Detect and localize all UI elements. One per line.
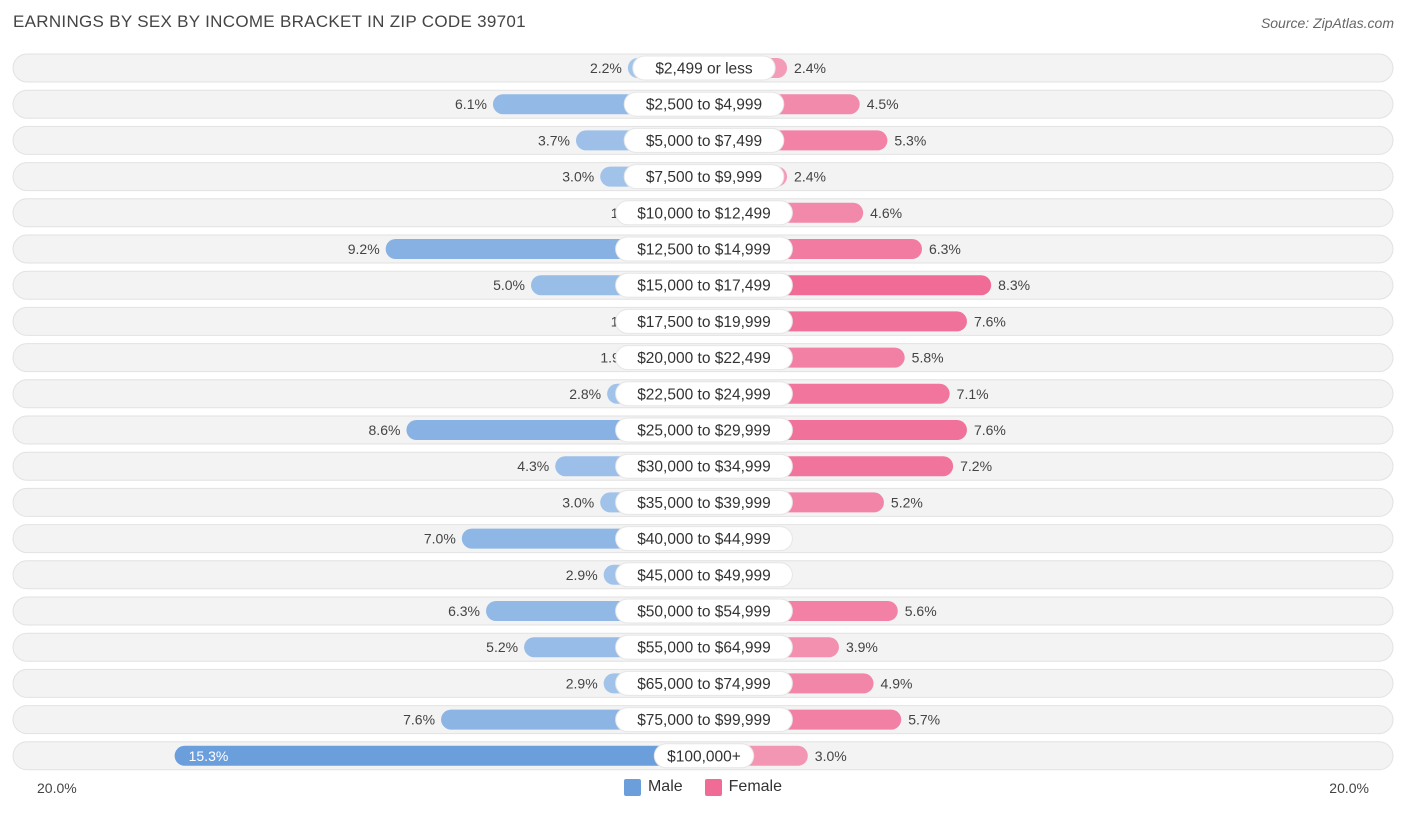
category-label-background <box>632 55 776 81</box>
female-value-label: 7.6% <box>974 313 1006 329</box>
category-label: $75,000 to $99,999 <box>637 712 771 729</box>
category-label-background <box>615 200 793 226</box>
category-label-background <box>615 345 793 371</box>
category-label: $25,000 to $29,999 <box>637 423 771 440</box>
category-label: $10,000 to $12,499 <box>637 205 771 222</box>
category-label-background <box>615 598 793 624</box>
category-label: $55,000 to $64,999 <box>637 640 771 657</box>
category-label-background <box>615 526 793 552</box>
male-value-label: 2.9% <box>566 675 598 691</box>
female-value-label: 2.4% <box>794 60 826 76</box>
female-value-label: 5.2% <box>891 494 923 510</box>
category-label-background <box>615 236 793 262</box>
male-value-label: 3.0% <box>562 169 594 185</box>
category-label-background <box>615 562 793 588</box>
category-label: $15,000 to $17,499 <box>637 278 771 295</box>
male-bar <box>174 745 704 766</box>
category-label-background <box>615 707 793 733</box>
female-value-label: 7.6% <box>974 422 1006 438</box>
category-label-background <box>623 127 785 153</box>
category-label-background <box>615 308 793 334</box>
category-label-background <box>623 91 785 117</box>
category-label-background <box>615 453 793 479</box>
male-value-label: 7.0% <box>424 531 456 547</box>
female-value-label: 5.8% <box>912 350 944 366</box>
male-value-label: 3.0% <box>562 494 594 510</box>
category-label-background <box>623 164 785 190</box>
axis-right-label: 20.0% <box>1329 780 1369 796</box>
category-label: $17,500 to $19,999 <box>637 314 771 331</box>
category-label: $22,500 to $24,999 <box>637 386 771 403</box>
male-swatch <box>623 778 641 796</box>
axis-left-label: 20.0% <box>37 780 77 796</box>
category-label: $20,000 to $22,499 <box>637 350 771 367</box>
category-label-background <box>615 670 793 696</box>
male-value-label: 8.6% <box>369 422 401 438</box>
male-value-label: 9.2% <box>348 241 380 257</box>
female-swatch <box>704 778 722 796</box>
male-value-label: 2.8% <box>569 386 601 402</box>
male-value-label: 2.9% <box>566 567 598 583</box>
chart-title: EARNINGS BY SEX BY INCOME BRACKET IN ZIP… <box>13 12 526 31</box>
category-label-background <box>615 272 793 298</box>
source-label: Source: ZipAtlas.com <box>1260 15 1394 31</box>
category-label: $50,000 to $54,999 <box>637 604 771 621</box>
category-label: $5,000 to $7,499 <box>646 133 762 150</box>
female-value-label: 2.4% <box>794 169 826 185</box>
legend: Male Female <box>0 778 1406 796</box>
category-label: $2,499 or less <box>655 61 753 78</box>
male-value-label: 5.0% <box>493 277 525 293</box>
female-value-label: 5.6% <box>905 603 937 619</box>
category-label-background <box>615 489 793 515</box>
male-value-label: 4.3% <box>517 458 549 474</box>
male-value-label: 5.2% <box>486 639 518 655</box>
female-value-label: 4.5% <box>867 96 899 112</box>
male-value-label: 2.2% <box>590 60 622 76</box>
legend-item-male[interactable]: Male <box>623 778 683 796</box>
legend-item-female[interactable]: Female <box>704 778 783 796</box>
male-value-label: 7.6% <box>403 712 435 728</box>
female-value-label: 4.9% <box>881 675 913 691</box>
category-label: $100,000+ <box>667 748 741 765</box>
female-value-label: 7.2% <box>960 458 992 474</box>
category-label: $35,000 to $39,999 <box>637 495 771 512</box>
female-value-label: 5.3% <box>894 132 926 148</box>
female-value-label: 5.7% <box>908 712 940 728</box>
legend-male-label: Male <box>647 778 683 795</box>
category-label: $7,500 to $9,999 <box>646 169 762 186</box>
female-value-label: 8.3% <box>998 277 1030 293</box>
category-label: $45,000 to $49,999 <box>637 567 771 584</box>
legend-female-label: Female <box>728 778 783 795</box>
female-value-label: 4.6% <box>870 205 902 221</box>
category-label: $2,500 to $4,999 <box>646 97 762 114</box>
category-label-background <box>615 381 793 407</box>
category-label-background <box>615 634 793 660</box>
female-value-label: 7.1% <box>957 386 989 402</box>
male-value-label: 6.3% <box>448 603 480 619</box>
male-value-label: 15.3% <box>189 748 229 764</box>
category-label-background <box>615 417 793 443</box>
male-value-label: 3.7% <box>538 132 570 148</box>
category-label: $65,000 to $74,999 <box>637 676 771 693</box>
chart: 2.2% 2.4% $2,499 or less 6.1% 4.5% $2,500 to … <box>12 53 1394 771</box>
female-value-label: 6.3% <box>929 241 961 257</box>
category-label: $40,000 to $44,999 <box>637 531 771 548</box>
male-value-label: 6.1% <box>455 96 487 112</box>
category-label: $12,500 to $14,999 <box>637 242 771 259</box>
female-value-label: 3.0% <box>815 748 847 764</box>
category-label-background <box>653 743 755 769</box>
category-label: $30,000 to $34,999 <box>637 459 771 476</box>
female-value-label: 3.9% <box>846 639 878 655</box>
